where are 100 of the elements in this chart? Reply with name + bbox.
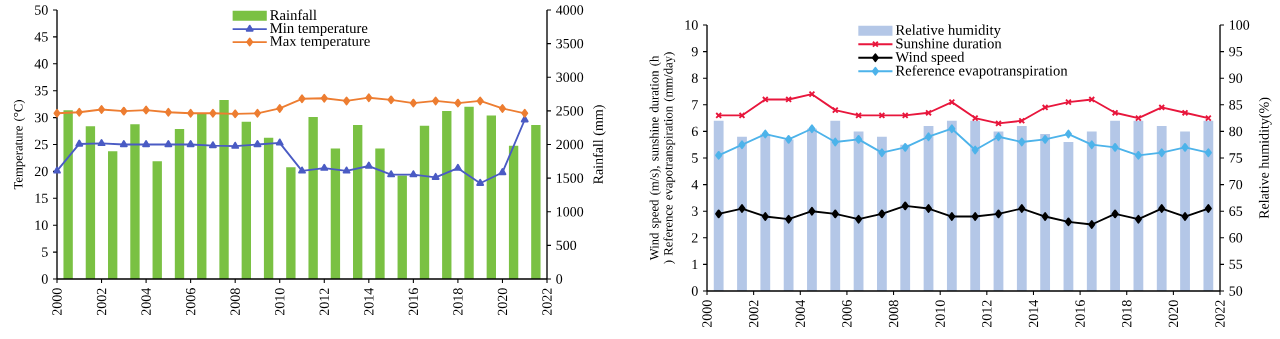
y-tick-label: 0 xyxy=(41,274,48,284)
bar xyxy=(486,115,496,279)
point xyxy=(164,140,173,148)
legend-label: Reference evapotranspiration xyxy=(895,65,1068,79)
point xyxy=(948,212,956,221)
point xyxy=(1041,134,1049,144)
point xyxy=(253,108,261,118)
y-axis-title: Temperature (°C) xyxy=(13,100,26,190)
bar xyxy=(508,145,519,279)
point xyxy=(925,204,933,213)
bar xyxy=(397,175,407,279)
y-tick-label: 1 xyxy=(692,259,698,270)
point xyxy=(276,104,284,113)
x-tick-label: 2012 xyxy=(319,288,330,316)
point xyxy=(342,166,351,174)
point xyxy=(521,108,529,118)
y2-tick-label: 4000 xyxy=(555,5,584,15)
y-tick-label: 5 xyxy=(692,153,698,163)
point xyxy=(387,95,395,105)
y2-tick-label: 60 xyxy=(1229,233,1243,243)
y-axis-title: Wind speed (m/s), sunshine duration (h ) Reference evapotranspiration (mm/day) xyxy=(649,52,676,264)
point xyxy=(231,109,239,119)
point xyxy=(901,142,909,152)
point xyxy=(948,124,956,134)
point xyxy=(365,93,373,103)
point xyxy=(1134,150,1142,160)
point xyxy=(1064,129,1072,139)
point xyxy=(409,170,418,178)
point xyxy=(971,212,979,221)
y-tick-label: 20 xyxy=(34,166,48,177)
y2-tick-label: 1000 xyxy=(556,207,584,217)
y-tick-label: 4 xyxy=(691,180,699,190)
y2-tick-label: 3500 xyxy=(556,38,584,49)
point xyxy=(925,132,933,142)
y-tick-label: 45 xyxy=(34,32,48,42)
point xyxy=(208,141,217,149)
point xyxy=(75,107,83,117)
x-tick-label: 2016 xyxy=(1075,300,1085,328)
point xyxy=(994,209,1003,219)
y-tick-label: 35 xyxy=(34,86,48,96)
point xyxy=(878,209,886,219)
bar xyxy=(130,124,140,279)
x-tick-label: 2004 xyxy=(795,299,806,328)
point xyxy=(120,106,128,116)
legend-label: Rainfall xyxy=(270,9,317,21)
y2-tick-label: 2000 xyxy=(556,139,584,150)
point xyxy=(142,105,150,115)
point xyxy=(320,93,328,103)
point xyxy=(454,98,462,108)
y2-tick-label: 75 xyxy=(1229,153,1243,163)
x-tick-label: 2008 xyxy=(230,288,240,316)
point xyxy=(1018,137,1026,147)
point xyxy=(209,108,217,118)
legend-label: Min temperature xyxy=(270,23,368,37)
point xyxy=(1111,142,1119,152)
bar xyxy=(197,113,207,279)
y-tick-label: 10 xyxy=(35,220,48,230)
point xyxy=(1181,142,1189,152)
bar xyxy=(286,167,296,279)
x-tick-label: 2004 xyxy=(141,287,151,316)
legend-label: Wind speed xyxy=(895,51,965,65)
point xyxy=(1204,148,1212,158)
point xyxy=(1158,104,1166,111)
point xyxy=(1158,204,1166,213)
point xyxy=(253,140,262,148)
x-tick-label: 2010 xyxy=(275,288,285,316)
point xyxy=(878,148,886,158)
point xyxy=(831,209,839,219)
y-tick-label: 0 xyxy=(691,286,698,296)
point xyxy=(343,96,351,106)
x-tick-label: 2008 xyxy=(888,300,899,328)
point xyxy=(785,134,793,144)
bar xyxy=(531,125,541,279)
x-tick-label: 2020 xyxy=(1168,300,1179,328)
point xyxy=(298,166,306,174)
point xyxy=(476,96,484,106)
x-tick-label: 2006 xyxy=(185,288,196,316)
point xyxy=(186,140,195,148)
point xyxy=(409,98,417,108)
point xyxy=(1111,209,1119,219)
point xyxy=(1204,204,1212,213)
y-tick-label: 9 xyxy=(691,46,698,57)
x-tick-label: 2002 xyxy=(748,300,759,328)
point xyxy=(119,140,128,148)
legend-label: Relative humidity xyxy=(895,24,1001,38)
point xyxy=(1181,109,1189,117)
y-tick-label: 8 xyxy=(691,73,698,83)
x-tick-label: 2002 xyxy=(96,288,107,316)
x-tick-label: 2020 xyxy=(497,288,508,316)
point xyxy=(498,104,506,113)
bar xyxy=(85,126,96,279)
bar xyxy=(63,110,73,279)
x-tick-label: 2018 xyxy=(1122,300,1132,328)
point xyxy=(1088,220,1096,229)
point xyxy=(1134,214,1142,224)
point xyxy=(738,204,746,213)
y2-axis-title: Rainfall (mm) xyxy=(592,105,606,184)
bar xyxy=(219,100,229,279)
x-tick-label: 2000 xyxy=(52,288,62,316)
point xyxy=(761,96,769,103)
